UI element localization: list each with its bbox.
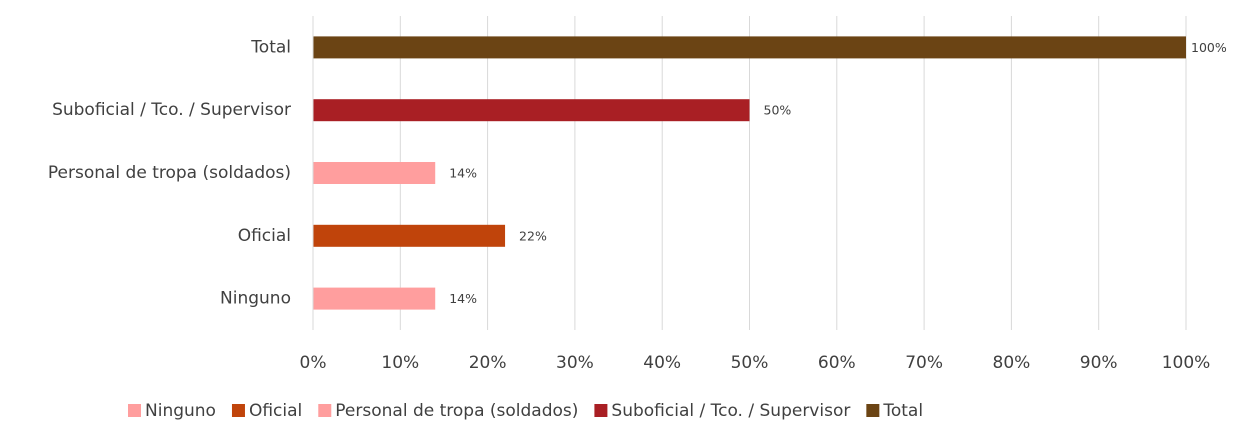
data-label: 14% [449,166,477,181]
x-tick-label: 70% [905,353,943,373]
data-label: 100% [1191,40,1227,55]
x-tick-label: 30% [556,353,594,373]
y-tick-label: Suboficial / Tco. / Supervisor [52,100,291,120]
y-tick-label: Total [250,37,291,57]
x-tick-label: 20% [469,353,507,373]
bar [313,36,1186,59]
x-tick-label: 40% [643,353,681,373]
bar [313,224,506,247]
x-tick-label: 90% [1080,353,1118,373]
x-tick-label: 0% [300,353,327,373]
legend-label: Oficial [249,401,302,421]
x-tick-label: 60% [818,353,856,373]
x-tick-label: 50% [731,353,769,373]
legend-swatch [594,404,608,417]
legend-swatch [866,404,880,417]
data-label: 50% [764,103,792,118]
x-tick-label: 80% [993,353,1031,373]
legend-label: Total [882,401,923,421]
y-tick-label: Ninguno [220,289,291,309]
legend-label: Personal de tropa (soldados) [335,401,578,421]
bar [313,99,750,122]
data-label: 14% [449,291,477,306]
y-tick-label: Oficial [238,226,291,246]
bar [313,287,436,310]
bar [313,162,436,184]
y-tick-label: Personal de tropa (soldados) [48,163,291,183]
legend-label: Suboficial / Tco. / Supervisor [611,401,850,421]
legend-swatch [231,404,245,417]
legend-swatch [128,404,141,417]
x-tick-label: 100% [1162,353,1211,373]
data-label: 22% [519,228,547,243]
legend-swatch [318,404,332,417]
legend-label: Ninguno [145,401,216,421]
x-tick-label: 10% [381,353,419,373]
